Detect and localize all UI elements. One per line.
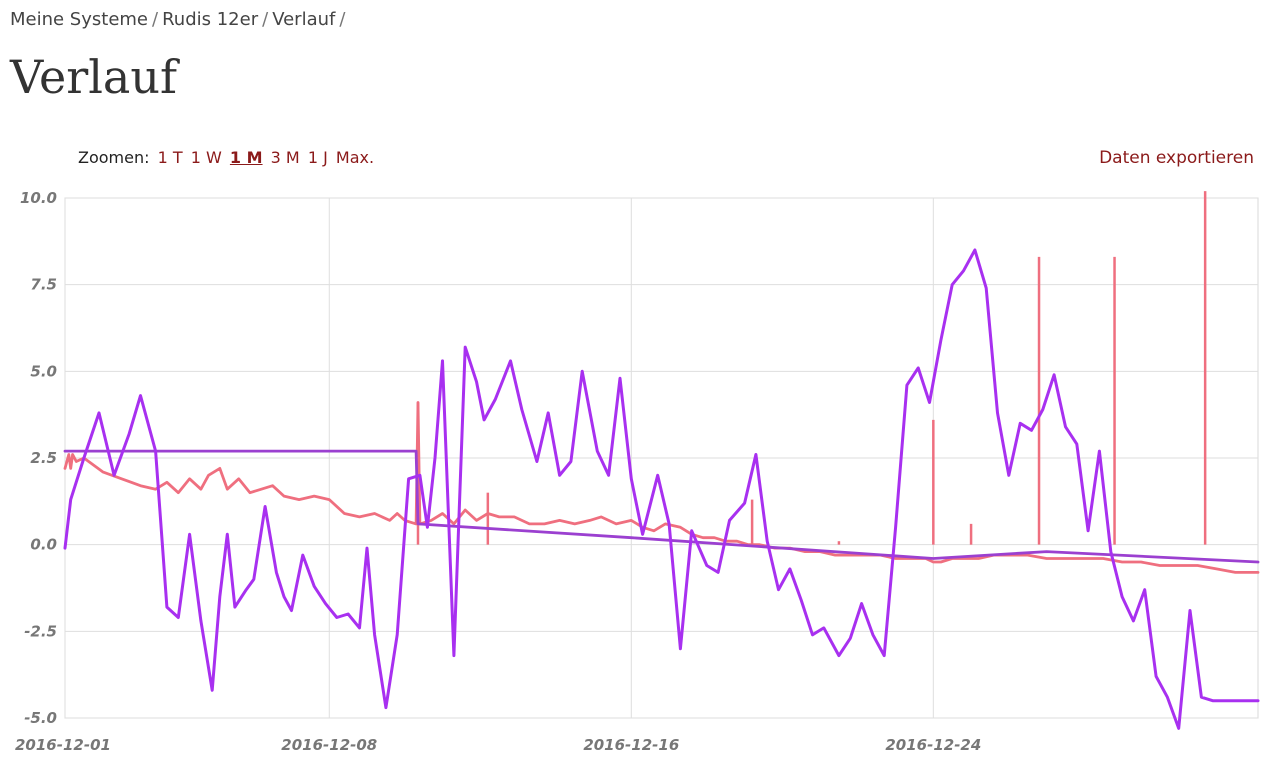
- y-tick-label: 2.5: [30, 449, 57, 467]
- x-tick-label: 2016-12-08: [281, 736, 377, 754]
- zoom-option-3-months[interactable]: 3 M: [270, 148, 300, 167]
- y-tick-label: 0.0: [30, 536, 57, 554]
- series-line-0: [63, 248, 1260, 730]
- chart-axis-labels: 10.0 7.5 5.0 2.5 0.0 -2.5 -5.0 2016-12-01 2016-1…: [15, 189, 981, 754]
- y-tick-label: 10.0: [20, 189, 57, 207]
- y-tick-label: -2.5: [24, 622, 57, 640]
- y-tick-label: 5.0: [30, 362, 57, 380]
- x-tick-label: 2016-12-16: [583, 736, 679, 754]
- x-tick-label: 2016-12-24: [885, 736, 981, 754]
- zoom-option-1-month[interactable]: 1 M: [229, 148, 263, 167]
- chart-series: [63, 191, 1260, 730]
- breadcrumb-separator: /: [339, 9, 346, 30]
- breadcrumb-separator: /: [152, 9, 159, 30]
- zoom-bar: Zoomen: 1 T 1 W 1 M 3 M 1 J Max.: [78, 148, 374, 167]
- y-tick-label: -5.0: [24, 709, 57, 727]
- zoom-label: Zoomen:: [78, 148, 150, 167]
- export-data-link[interactable]: Daten exportieren: [1099, 148, 1254, 168]
- breadcrumb: Meine Systeme / Rudis 12er / Verlauf /: [10, 9, 349, 30]
- breadcrumb-item-system[interactable]: Rudis 12er: [162, 9, 259, 30]
- zoom-option-1-week[interactable]: 1 W: [190, 148, 222, 167]
- page-title: Verlauf: [10, 50, 177, 104]
- y-tick-label: 7.5: [30, 276, 57, 294]
- line-chart[interactable]: 10.0 7.5 5.0 2.5 0.0 -2.5 -5.0 2016-12-01 2016-1…: [0, 186, 1280, 759]
- zoom-option-1-day[interactable]: 1 T: [157, 148, 183, 167]
- breadcrumb-separator: /: [262, 9, 269, 30]
- zoom-option-1-year[interactable]: 1 J: [307, 148, 328, 167]
- chart-grid: [64, 197, 1259, 719]
- x-tick-label: 2016-12-01: [15, 736, 111, 754]
- zoom-option-max[interactable]: Max.: [335, 148, 375, 167]
- breadcrumb-item-systems[interactable]: Meine Systeme: [10, 9, 149, 30]
- breadcrumb-item-history[interactable]: Verlauf: [272, 9, 336, 30]
- series-line-1: [63, 401, 1260, 574]
- series-line-2: [63, 449, 1260, 564]
